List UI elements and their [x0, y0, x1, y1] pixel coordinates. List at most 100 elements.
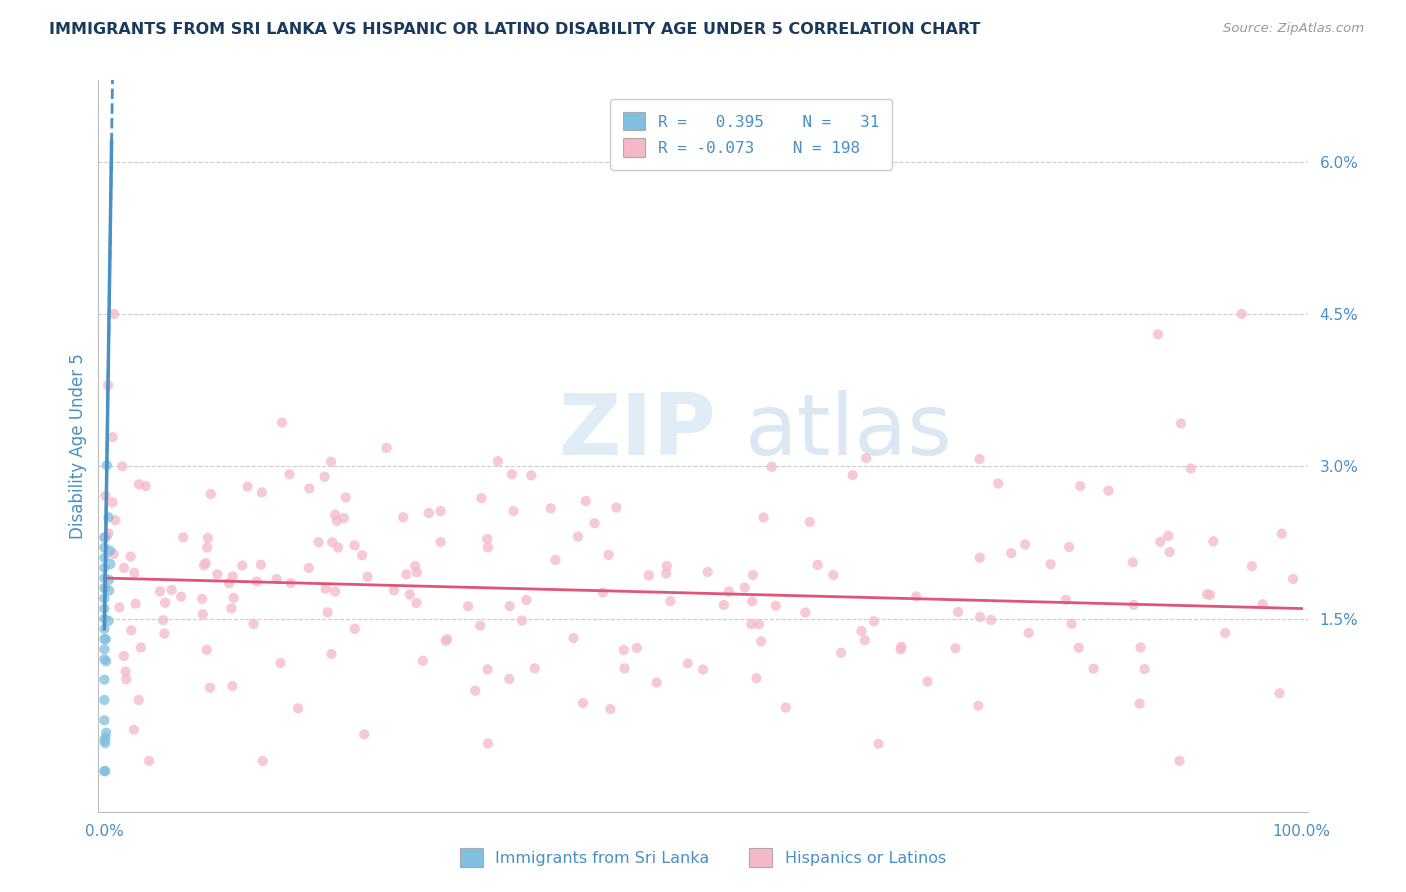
Point — [152, 613, 174, 627]
Point — [863, 614, 886, 628]
Point — [94, 531, 117, 545]
Point — [191, 607, 214, 622]
Point — [734, 581, 756, 595]
Point — [128, 693, 150, 707]
Point — [193, 558, 215, 573]
Point — [222, 569, 245, 583]
Point — [103, 547, 125, 561]
Point — [93, 581, 115, 595]
Point — [96, 458, 118, 473]
Point — [544, 553, 567, 567]
Text: Source: ZipAtlas.com: Source: ZipAtlas.com — [1223, 22, 1364, 36]
Point — [287, 701, 309, 715]
Point — [323, 584, 346, 599]
Point — [1251, 597, 1274, 611]
Point — [115, 673, 138, 687]
Point — [945, 641, 967, 656]
Point — [1202, 534, 1225, 549]
Point — [980, 613, 1002, 627]
Point — [1060, 616, 1083, 631]
Point — [93, 642, 115, 657]
Point — [231, 558, 253, 573]
Point — [498, 672, 520, 686]
Point — [470, 491, 492, 505]
Point — [97, 526, 120, 541]
Point — [93, 550, 115, 565]
Point — [583, 516, 606, 531]
Point — [740, 617, 762, 632]
Point — [520, 468, 543, 483]
Point — [352, 548, 374, 562]
Point — [853, 633, 876, 648]
Point — [1083, 662, 1105, 676]
Point — [353, 727, 375, 741]
Point — [392, 510, 415, 524]
Point — [221, 679, 243, 693]
Point — [477, 532, 499, 546]
Point — [194, 556, 217, 570]
Point — [1122, 598, 1144, 612]
Point — [197, 531, 219, 545]
Point — [93, 632, 115, 646]
Point — [97, 614, 120, 628]
Point — [412, 654, 434, 668]
Point — [1282, 572, 1305, 586]
Point — [406, 566, 429, 580]
Point — [1129, 697, 1152, 711]
Point — [1000, 546, 1022, 560]
Point — [94, 731, 117, 745]
Point — [429, 535, 451, 549]
Point — [567, 530, 589, 544]
Point — [645, 675, 668, 690]
Point — [1170, 417, 1192, 431]
Point — [405, 596, 427, 610]
Point — [855, 451, 877, 466]
Text: IMMIGRANTS FROM SRI LANKA VS HISPANIC OR LATINO DISABILITY AGE UNDER 5 CORRELATI: IMMIGRANTS FROM SRI LANKA VS HISPANIC OR… — [49, 22, 980, 37]
Point — [250, 558, 273, 572]
Point — [93, 591, 115, 606]
Point — [242, 616, 264, 631]
Point — [94, 736, 117, 750]
Point — [1069, 479, 1091, 493]
Point — [395, 567, 418, 582]
Point — [477, 541, 499, 555]
Point — [851, 624, 873, 638]
Point — [112, 561, 135, 575]
Legend: R =   0.395    N =   31, R = -0.073    N = 198: R = 0.395 N = 31, R = -0.073 N = 198 — [610, 99, 893, 169]
Point — [120, 624, 142, 638]
Point — [741, 594, 763, 608]
Point — [382, 583, 405, 598]
Point — [236, 480, 259, 494]
Point — [1054, 592, 1077, 607]
Point — [93, 612, 115, 626]
Point — [1122, 555, 1144, 569]
Point — [599, 702, 621, 716]
Point — [794, 606, 817, 620]
Point — [128, 477, 150, 491]
Point — [540, 501, 562, 516]
Point — [101, 430, 124, 444]
Point — [96, 529, 118, 543]
Point — [1199, 588, 1222, 602]
Point — [613, 661, 636, 675]
Point — [429, 504, 451, 518]
Point — [308, 535, 330, 549]
Point — [1018, 625, 1040, 640]
Point — [659, 594, 682, 608]
Point — [1014, 537, 1036, 551]
Point — [638, 568, 661, 582]
Point — [1230, 307, 1253, 321]
Point — [315, 582, 337, 596]
Point — [823, 568, 845, 582]
Point — [335, 491, 357, 505]
Point — [969, 610, 991, 624]
Point — [592, 585, 614, 599]
Point — [575, 494, 598, 508]
Point — [93, 693, 115, 707]
Point — [250, 485, 273, 500]
Point — [108, 600, 131, 615]
Point — [1168, 754, 1191, 768]
Point — [252, 754, 274, 768]
Point — [122, 723, 145, 737]
Point — [93, 571, 115, 585]
